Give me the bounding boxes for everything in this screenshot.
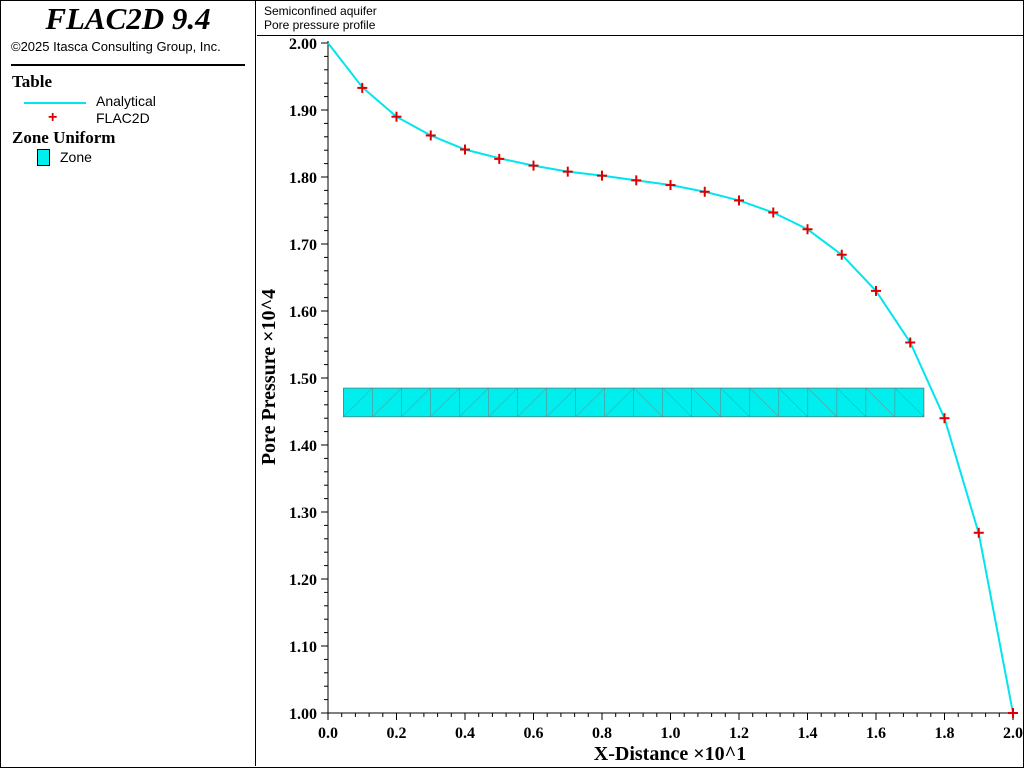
y-tick-label: 1.00 (289, 706, 317, 723)
flac2d-point (871, 285, 881, 296)
chart-series (327, 42, 1018, 718)
zone-diagonal-line (691, 387, 721, 418)
zone-diagonal-line (778, 387, 809, 418)
legend-analytical-label: Analytical (96, 93, 156, 109)
flac2d-point (973, 527, 984, 538)
x-tick-label: 1.8 (935, 725, 955, 742)
zone-diagonal-line (430, 387, 460, 418)
zone-diagonal-line (488, 387, 518, 418)
plot-title-panel: Semiconfined aquifer Pore pressure profi… (257, 1, 1023, 36)
x-tick-label: 1.4 (798, 725, 818, 742)
x-tick-label: 0.8 (592, 725, 612, 742)
zone-diagonal-line (720, 387, 750, 418)
flac2d-point (562, 166, 573, 177)
flac2d-point (425, 130, 436, 141)
legend-divider (11, 64, 245, 66)
x-tick-label: 1.6 (866, 725, 886, 742)
flac2d-point (357, 82, 368, 93)
flac2d-point (665, 180, 676, 191)
flac2d-point (631, 175, 642, 186)
y-tick-label: 1.90 (289, 103, 317, 120)
copyright-text: ©2025 Itasca Consulting Group, Inc. (11, 39, 221, 54)
zone-diagonal-line (575, 387, 605, 418)
y-tick-label: 1.40 (289, 438, 317, 455)
zone-diagonal-line (807, 387, 838, 418)
zone-diagonal-line (546, 387, 576, 418)
zone-diagonal-line (401, 387, 431, 418)
tick-labels: 1.00 1.10 1.20 1.30 1.40 1.50 1.60 1.70 1.80 1.90… (289, 36, 1023, 742)
zone-diagonal-line (459, 387, 489, 418)
zone-diagonal-line (662, 387, 692, 418)
legend-panel: FLAC2D 9.4 ©2025 Itasca Consulting Group… (1, 1, 256, 766)
x-tick-label: 0.0 (318, 725, 338, 742)
zone-diagonal-line (372, 387, 402, 418)
y-tick-label: 2.00 (289, 36, 317, 53)
y-tick-label: 1.50 (289, 371, 317, 388)
plot-title-line2: Pore pressure profile (264, 18, 376, 32)
flac2d-point (939, 413, 950, 424)
flac2d-point (460, 144, 470, 155)
zone-diagonal-line (604, 387, 634, 418)
y-tick-label: 1.80 (289, 170, 317, 187)
zone-diagonal-line (836, 387, 867, 418)
y-tick-label: 1.70 (289, 237, 317, 254)
x-tick-label: 0.4 (455, 725, 475, 742)
zone-strip (343, 387, 925, 418)
plus-marker-icon: + (48, 109, 58, 126)
flac2d-point (836, 249, 847, 260)
flac2d-point (768, 207, 779, 218)
flac2d-point (1008, 708, 1018, 718)
zone-diagonal-line (865, 387, 896, 418)
flac2d-point (802, 224, 813, 235)
app-title: FLAC2D 9.4 (45, 1, 211, 36)
analytical-series-line (327, 42, 1014, 714)
plot-title-line1: Semiconfined aquifer (264, 4, 377, 18)
flac2d-point (391, 111, 402, 122)
y-axis-title: Pore Pressure ×10^4 (258, 289, 280, 465)
x-tick-label: 0.6 (524, 725, 544, 742)
zone-diagonal-line (894, 387, 925, 418)
analytical-line-swatch (24, 102, 86, 104)
flac2d-point (734, 195, 744, 206)
x-axis-title: X-Distance ×10^1 (594, 743, 746, 765)
flac2d-point (494, 153, 505, 164)
flac2d-point (699, 186, 710, 197)
x-tick-label: 1.0 (661, 725, 681, 742)
zone-diagonal-line (343, 387, 373, 418)
chart-axes (321, 41, 1014, 720)
legend-zone-label: Zone (60, 149, 92, 165)
zone-diagonal-line (517, 387, 547, 418)
legend-flac-label: FLAC2D (96, 110, 150, 126)
y-tick-label: 1.30 (289, 505, 317, 522)
flac2d-point (528, 160, 539, 171)
flac2d-point (905, 337, 916, 348)
legend-zone-heading: Zone Uniform (12, 128, 116, 147)
zone-diagonal-line (633, 387, 663, 418)
x-tick-label: 0.2 (387, 725, 407, 742)
y-tick-label: 1.20 (289, 572, 317, 589)
legend-table-heading: Table (12, 72, 53, 91)
x-tick-label: 2.0 (1003, 725, 1023, 742)
zone-diagonal-line (749, 387, 779, 418)
y-tick-label: 1.60 (289, 304, 317, 321)
zone-color-swatch (37, 149, 50, 166)
y-tick-label: 1.10 (289, 639, 317, 656)
flac2d-point (597, 170, 607, 181)
x-tick-label: 1.2 (729, 725, 749, 742)
